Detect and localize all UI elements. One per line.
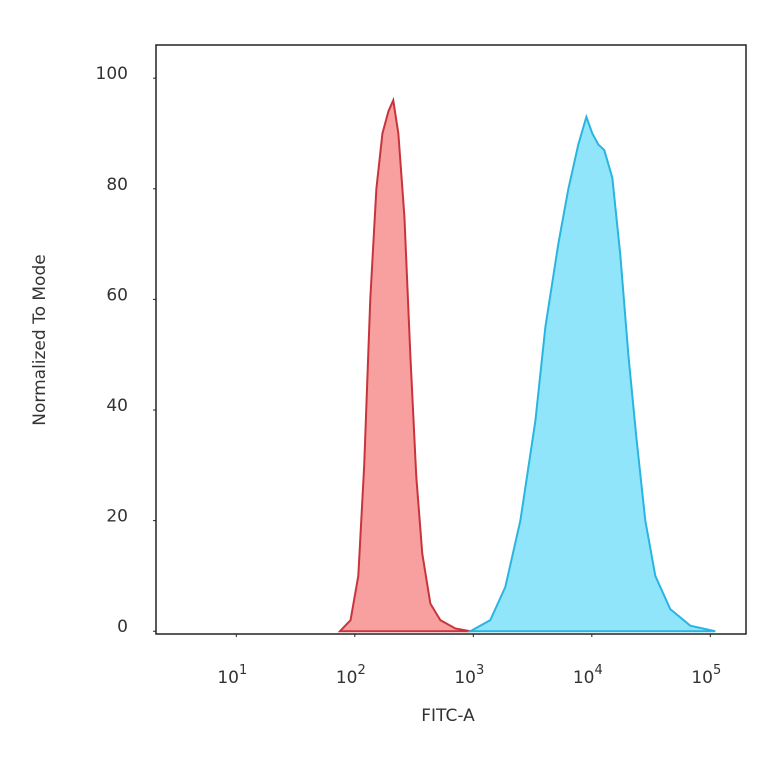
x-tick-base: 10 <box>336 668 358 688</box>
x-tick-label: 103 <box>454 663 484 689</box>
y-tick-label: 100 <box>96 64 128 84</box>
y-tick-label: 0 <box>117 617 128 637</box>
x-tick-exponent: 5 <box>713 663 721 678</box>
x-tick-label: 102 <box>336 663 366 689</box>
x-tick-base: 10 <box>573 668 595 688</box>
x-tick-base: 10 <box>691 668 713 688</box>
x-axis-label: FITC-A <box>421 706 475 726</box>
x-tick-label: 105 <box>691 663 721 689</box>
y-tick-label: 20 <box>106 507 128 527</box>
y-axis-label: Normalized To Mode <box>30 254 50 425</box>
x-tick-base: 10 <box>217 668 239 688</box>
y-tick-label: 60 <box>106 285 128 305</box>
histogram-area <box>466 113 716 633</box>
x-tick-base: 10 <box>454 668 476 688</box>
x-tick-label: 101 <box>217 663 247 689</box>
y-tick-label: 40 <box>106 396 128 416</box>
x-tick-exponent: 4 <box>595 663 603 678</box>
histogram-area <box>337 96 471 633</box>
x-tick-exponent: 1 <box>239 663 247 678</box>
x-tick-label: 104 <box>573 663 603 689</box>
plot-frame <box>155 44 747 635</box>
x-tick-exponent: 2 <box>358 663 366 678</box>
x-tick-exponent: 3 <box>476 663 484 678</box>
y-tick-label: 80 <box>106 175 128 195</box>
